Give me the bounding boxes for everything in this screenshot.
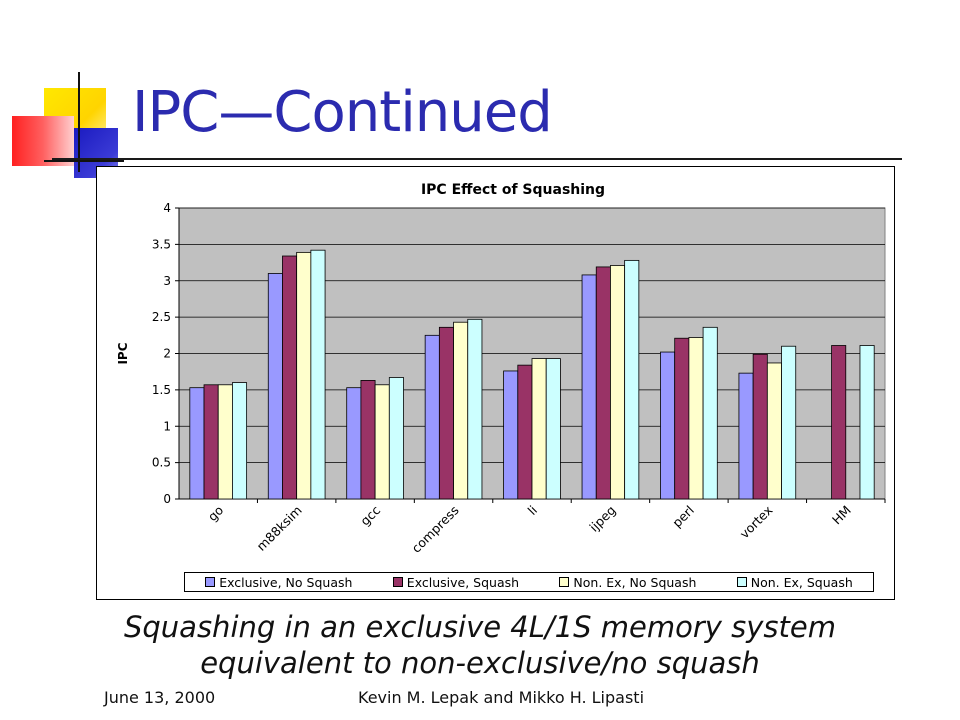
x-tick-label: compress [408,503,461,556]
x-tick-label: ijpeg [586,503,618,535]
bar [360,380,376,500]
bar [581,274,597,500]
bar [467,318,483,500]
bar [766,362,782,500]
bar [232,382,248,500]
y-tick-label: 0 [163,492,171,506]
legend-label: Exclusive, No Squash [219,574,353,590]
legend-item: Non. Ex, Squash [736,574,853,590]
x-tick-label: gcc [357,502,383,528]
bar [424,334,440,500]
bar [610,265,626,500]
bar [517,364,533,500]
legend-item: Non. Ex, No Squash [559,575,696,590]
legend-swatch [205,577,216,587]
bar [859,345,875,500]
bar [660,351,676,500]
bar [545,358,561,500]
decor-vertical-line [78,72,80,172]
slide-title: IPC—Continued [132,80,553,145]
bar [595,266,611,500]
x-tick-label: m88ksim [254,503,305,554]
y-tick-label: 1.5 [152,383,171,397]
title-rule [52,158,902,160]
bar [438,326,454,500]
bar [624,259,640,500]
chart-frame: IPC Effect of Squashing 0 0.5 1 1.5 2 2.5 3 3.5 4… [96,166,895,600]
x-tick-label: go [205,503,227,525]
legend-label: Non. Ex, Squash [750,574,853,590]
footer-date: June 13, 2000 [104,688,216,707]
y-tick-label: 4 [163,201,171,215]
bar [781,345,797,500]
decor-red-square [12,116,74,166]
legend-label: Exclusive, Squash [406,574,520,590]
y-tick-label: 2.5 [152,310,171,324]
bar [674,337,690,500]
bar [189,387,205,500]
bar [738,372,754,500]
bar [702,326,718,500]
bar [310,249,326,500]
x-tick-label: li [525,503,541,519]
caption-line-1: Squashing in an exclusive 4L/1S memory s… [123,610,836,644]
bar [203,384,219,500]
caption-line-2: equivalent to non-exclusive/no squash [200,646,760,680]
bar [267,273,283,500]
legend-item: Exclusive, No Squash [205,575,352,590]
chart-legend: Exclusive, No Squash Exclusive, Squash Non… [184,572,874,592]
y-tick-label: 3.5 [152,237,171,251]
bar [388,377,404,500]
legend-item: Exclusive, Squash [392,574,520,590]
bar [296,251,312,500]
footer-authors: Kevin M. Lepak and Mikko H. Lipasti [358,688,645,707]
x-tick-label: vortex [737,503,776,542]
decor-horizontal-line [44,160,124,162]
bar [282,255,298,500]
bar [831,345,847,500]
x-tick-label: perl [669,503,697,531]
legend-swatch [392,577,403,587]
y-tick-label: 3 [163,274,171,288]
y-tick-label: 2 [163,347,171,361]
ipc-bar-chart: IPC Effect of Squashing 0 0.5 1 1.5 2 2.5 3 3.5 4… [116,182,886,556]
y-tick-label: 0.5 [152,456,171,470]
bar [217,384,233,500]
legend-label: Non. Ex, No Squash [573,574,697,590]
y-tick-label: 1 [163,419,171,433]
chart-title: IPC Effect of Squashing [421,182,605,198]
y-axis-label: IPC [116,342,130,364]
x-tick-label: HM [829,503,854,528]
bar [531,358,547,500]
bar [752,353,768,500]
legend-swatch [559,577,570,587]
bar [453,321,469,500]
bar [346,387,362,500]
legend-swatch [736,577,747,587]
bar [503,370,519,500]
bar [688,337,704,500]
bar [374,384,390,500]
